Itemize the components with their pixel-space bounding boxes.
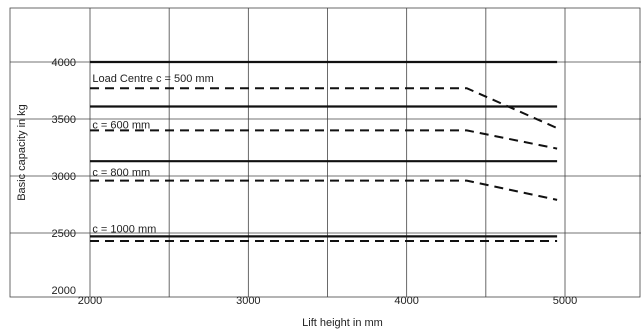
grid <box>9 7 641 298</box>
y-axis-title: Basic capacity in kg <box>16 104 28 201</box>
curve-label-1: Load Centre c = 500 mm <box>92 73 213 85</box>
y-tick-label: 3500 <box>52 114 76 126</box>
curve-label-4: c = 1000 mm <box>92 223 156 235</box>
series-line-4-dashed <box>90 129 558 150</box>
plot-frame <box>9 7 641 298</box>
series-group <box>90 60 558 242</box>
x-tick-label: 3000 <box>236 295 260 307</box>
y-tick-label: 3000 <box>52 171 76 183</box>
series-line-6-dashed <box>90 179 558 201</box>
x-tick-label: 5000 <box>553 295 577 307</box>
curve-label-3: c = 800 mm <box>92 167 150 179</box>
tick-labels-group: 2000 2500 3000 3500 4000 2000 3000 4000 5000 <box>52 57 578 307</box>
y-tick-label: 2000 <box>52 285 76 297</box>
x-tick-label: 2000 <box>78 295 102 307</box>
series-line-2-dashed <box>90 87 558 130</box>
annotations-group: Load Centre c = 500 mm c = 600 mm c = 800 … <box>92 73 213 235</box>
y-tick-label: 2500 <box>52 228 76 240</box>
x-tick-label: 4000 <box>394 295 418 307</box>
y-tick-label: 4000 <box>52 57 76 69</box>
x-axis-title: Lift height in mm <box>302 317 383 329</box>
curve-label-2: c = 600 mm <box>92 120 150 132</box>
